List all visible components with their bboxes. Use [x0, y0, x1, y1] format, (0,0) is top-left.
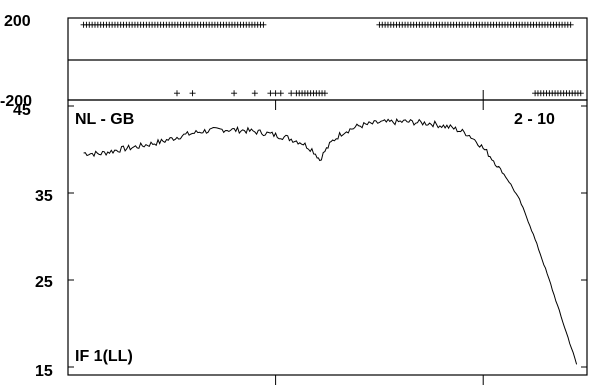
- phase-point-0-1-67: [567, 21, 574, 28]
- phase-point-1-1: [189, 90, 196, 97]
- amplitude-series-line: [83, 117, 578, 365]
- amplitude-ytick-25: 25: [35, 274, 53, 291]
- phase-point-1-4: [267, 90, 274, 97]
- amplitude-ytick-15: 15: [35, 363, 53, 380]
- phase-point-0-0-63: [260, 21, 267, 28]
- phase-point-1-3: [251, 90, 258, 97]
- channel-label: 2 - 10: [514, 111, 555, 128]
- amplitude-ytick-45: 45: [13, 102, 31, 119]
- phase-point-1-7: [288, 90, 295, 97]
- amplitude-ytick-35: 35: [35, 188, 53, 205]
- amplitude-panel-frame: [67, 99, 588, 376]
- phase-point-2-0-10: [321, 90, 328, 97]
- phase-ytick-top: 200: [4, 13, 31, 30]
- if-label: IF 1(LL): [75, 348, 133, 365]
- phase-point-1-5: [272, 90, 279, 97]
- phase-ytick-bottom: -200: [0, 93, 32, 110]
- phase-point-1-0: [173, 90, 180, 97]
- phase-point-1-2: [231, 90, 238, 97]
- phase-point-2-1-16: [577, 90, 584, 97]
- amplitude-ticks: [68, 90, 587, 385]
- phase-panel: 200 -200: [0, 13, 588, 110]
- phase-panel-frame: [67, 17, 588, 101]
- phase-point-1-6: [277, 90, 284, 97]
- amplitude-panel: 45 35 25 15 NL - GB 2 - 10 IF 1(LL): [13, 90, 588, 385]
- baseline-label: NL - GB: [75, 111, 134, 128]
- phase-marks: [80, 21, 584, 97]
